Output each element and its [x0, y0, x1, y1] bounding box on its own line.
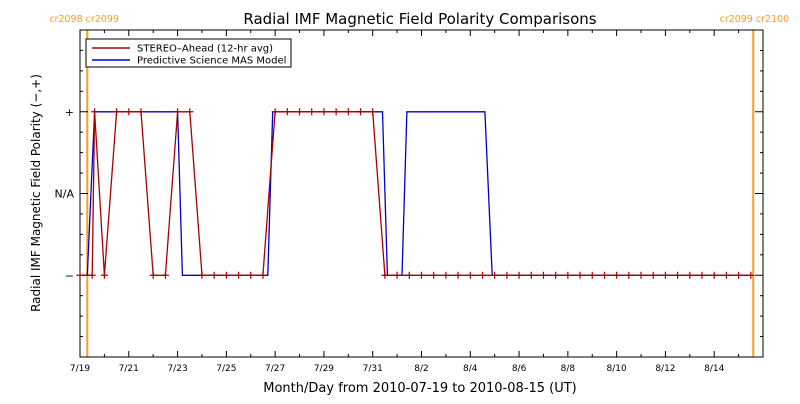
stereo-data-point — [100, 271, 108, 279]
stereo-data-point — [515, 271, 523, 279]
x-tick-label: 7/21 — [119, 364, 139, 374]
stereo-data-point — [576, 271, 584, 279]
stereo-data-point — [174, 108, 182, 116]
stereo-data-point — [442, 271, 450, 279]
stereo-data-point — [430, 271, 438, 279]
x-tick-label: 7/23 — [167, 364, 187, 374]
plot-frame — [79, 29, 764, 358]
x-tick-label: 7/27 — [265, 364, 285, 374]
stereo-data-point — [466, 271, 474, 279]
stereo-data-point — [247, 271, 255, 279]
stereo-data-point — [674, 271, 682, 279]
x-axis-label: Month/Day from 2010-07-19 to 2010-08-15 … — [263, 381, 576, 396]
stereo-data-point — [564, 271, 572, 279]
stereo-data-point — [222, 271, 230, 279]
stereo-data-point — [381, 271, 389, 279]
stereo-data-point — [527, 271, 535, 279]
stereo-data-point — [539, 271, 547, 279]
stereo-data-point — [357, 108, 365, 116]
x-tick-label: 8/8 — [561, 364, 576, 374]
x-tick-label: 7/31 — [363, 364, 383, 374]
stereo-data-point — [369, 108, 377, 116]
y-tick-label: N/A — [55, 188, 75, 201]
stereo-data-point — [210, 271, 218, 279]
y-tick-label: + — [65, 106, 74, 119]
stereo-data-point — [625, 271, 633, 279]
x-tick-label: 7/29 — [314, 364, 334, 374]
stereo-data-point — [235, 271, 243, 279]
stereo-data-point — [710, 271, 718, 279]
chart-title: Radial IMF Magnetic Field Polarity Compa… — [243, 10, 596, 28]
stereo-data-point — [393, 271, 401, 279]
model-series-line — [80, 111, 754, 276]
legend: STEREO–Ahead (12-hr avg) Predictive Scie… — [85, 38, 292, 68]
x-tick-label: 8/4 — [463, 364, 478, 374]
stereo-data-point — [418, 271, 425, 279]
axis-ticks: 7/19 7/21 7/23 7/25 7/27 7/29 7/31 8/2 8/4 8/6 8/8… — [55, 29, 763, 374]
x-tick-label: 8/6 — [512, 364, 527, 374]
stereo-data-point — [271, 108, 279, 116]
stereo-data-point — [283, 108, 291, 116]
stereo-data-point — [320, 108, 328, 116]
stereo-data-point — [552, 271, 560, 279]
stereo-data-point — [332, 108, 340, 116]
y-axis-label: Radial IMF Magnetic Field Polarity (−,+) — [29, 74, 43, 312]
x-tick-label: 8/2 — [414, 364, 428, 374]
stereo-data-point — [735, 271, 743, 279]
stereo-data-point — [76, 271, 84, 279]
stereo-data-point — [405, 271, 413, 279]
stereo-data-point — [722, 271, 730, 279]
stereo-data-point — [686, 271, 694, 279]
stereo-data-point — [137, 108, 145, 116]
stereo-data-point — [454, 271, 462, 279]
stereo-data-point — [491, 271, 499, 279]
stereo-data-point — [661, 271, 669, 279]
x-tick-label: 7/19 — [70, 364, 90, 374]
series-markers — [76, 108, 755, 279]
stereo-data-point — [88, 271, 96, 279]
stereo-data-point — [344, 108, 352, 116]
x-tick-label: 8/12 — [655, 364, 675, 374]
stereo-data-point — [503, 271, 511, 279]
stereo-data-point — [125, 108, 133, 116]
stereo-data-point — [637, 271, 645, 279]
stereo-data-point — [747, 271, 755, 279]
x-tick-label: 8/10 — [607, 364, 627, 374]
stereo-data-point — [91, 108, 99, 116]
stereo-data-point — [613, 271, 621, 279]
stereo-data-point — [296, 108, 304, 116]
stereo-data-point — [649, 271, 657, 279]
stereo-data-point — [259, 271, 267, 279]
legend-box — [85, 38, 292, 68]
stereo-data-point — [149, 271, 157, 279]
series-lines — [80, 111, 754, 276]
x-tick-label: 7/25 — [216, 364, 236, 374]
legend-label-model: Predictive Science MAS Model — [137, 56, 286, 67]
stereo-data-point — [600, 271, 608, 279]
stereo-data-point — [198, 271, 206, 279]
y-tick-label: − — [65, 269, 74, 282]
x-tick-label: 8/14 — [704, 364, 724, 374]
carrington-label-1: cr2099 cr2100 — [720, 14, 790, 25]
stereo-data-point — [161, 271, 169, 279]
carrington-label-0: cr2098 cr2099 — [49, 14, 119, 25]
legend-label-stereo: STEREO–Ahead (12-hr avg) — [137, 44, 273, 55]
stereo-data-point — [186, 108, 194, 116]
stereo-data-point — [698, 271, 706, 279]
stereo-data-point — [588, 271, 596, 279]
stereo-data-point — [113, 108, 121, 116]
stereo-data-point — [308, 108, 316, 116]
stereo-data-point — [478, 271, 486, 279]
